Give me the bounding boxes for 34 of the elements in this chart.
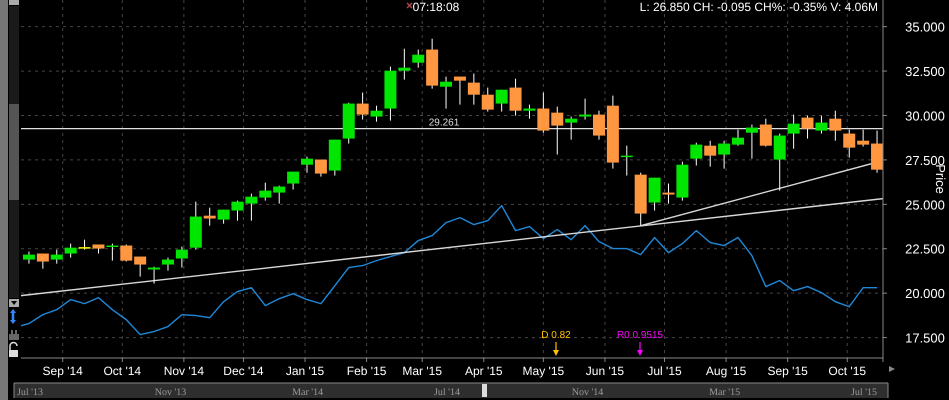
- x2-tick-label: Mar '14: [292, 387, 324, 398]
- x2-tick-label: Jul '13: [17, 387, 43, 398]
- x2-tick-label: Nov '14: [572, 387, 604, 398]
- x-tick-label: May '15: [522, 364, 565, 378]
- y-tick-label: 17.500: [905, 330, 945, 346]
- x-tick-label: Apr '15: [464, 364, 503, 378]
- y-tick-label: 30.000: [905, 108, 945, 124]
- x-tick-label: Jul '15: [647, 364, 682, 378]
- x-tick-label: Aug '15: [706, 364, 747, 378]
- annotation: R0 0.9515: [616, 330, 664, 341]
- y-tick-label: 35.000: [905, 20, 945, 35]
- x2-tick-label: Mar '15: [709, 387, 740, 398]
- x-tick-label: Jun '15: [586, 364, 624, 378]
- x2-tick-label: Jul '15: [851, 387, 877, 398]
- x-tick-label: Dec '14: [223, 364, 264, 378]
- x-tick-label: Oct '15: [828, 364, 866, 378]
- x-tick-label: Nov '14: [164, 364, 204, 378]
- x-tick-label: Jan '15: [286, 364, 325, 378]
- annotation: L: 26.850 CH: -0.095 CH%: -0.35% V: 4.06M: [640, 0, 878, 14]
- x2-tick-label: Nov '13: [154, 387, 186, 398]
- annotation: D 0.82: [541, 330, 572, 341]
- y-tick-label: 32.500: [905, 64, 945, 80]
- y-tick-label: 25.000: [905, 197, 945, 212]
- y-tick-label: 22.500: [905, 242, 945, 257]
- y-tick-label: 20.000: [905, 286, 945, 302]
- x2-tick-label: Jul '14: [434, 387, 460, 398]
- x-tick-label: Oct '14: [103, 364, 142, 378]
- x-tick-label: Feb '15: [346, 364, 387, 378]
- annotation: 07:18:08: [412, 0, 460, 14]
- x-tick-label: Sep '14: [42, 364, 84, 378]
- y-axis-title: Price: [933, 164, 948, 194]
- x-tick-label: Mar '15: [402, 364, 442, 378]
- x-tick-label: Sep '15: [768, 364, 808, 378]
- ref-line-label: 29.261: [428, 118, 460, 129]
